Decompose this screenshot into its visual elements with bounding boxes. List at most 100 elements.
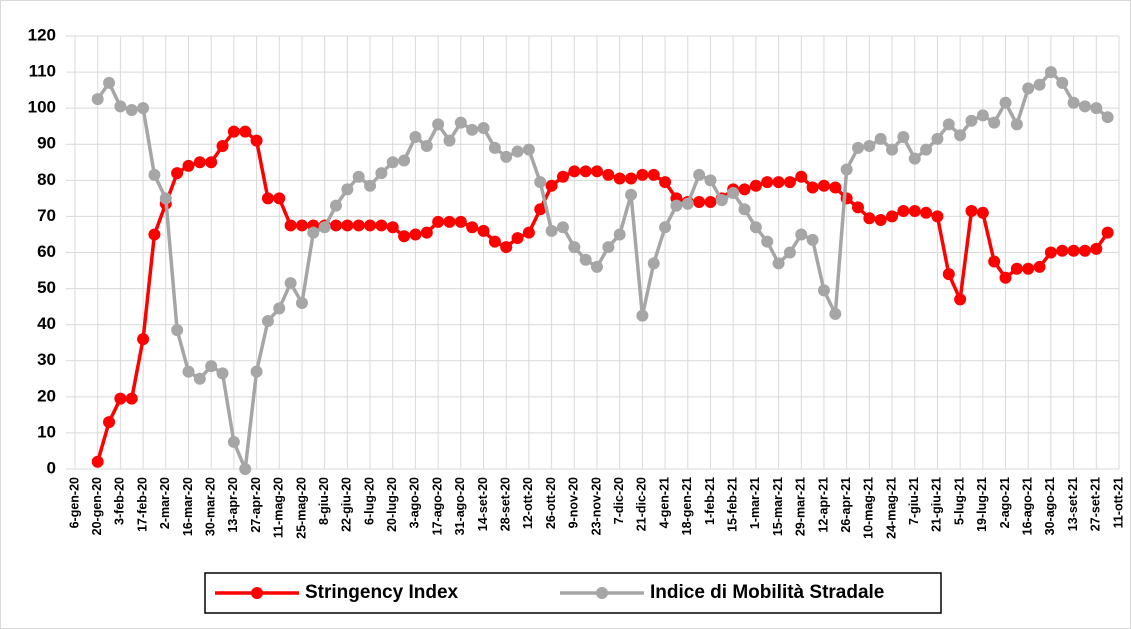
point [976, 206, 989, 219]
point [636, 309, 649, 322]
point [659, 221, 672, 234]
point [125, 103, 138, 116]
point [341, 183, 354, 196]
point [375, 219, 388, 232]
point [749, 221, 762, 234]
x-tick-label: 18-gen-21 [680, 477, 694, 535]
point [205, 360, 218, 373]
point [579, 253, 592, 266]
point [250, 365, 263, 378]
point [954, 293, 967, 306]
point [295, 297, 308, 310]
point [443, 215, 456, 228]
legend-label: Indice di Mobilità Stradale [650, 582, 884, 603]
point [330, 199, 342, 212]
point [250, 134, 263, 147]
point [999, 96, 1012, 109]
point [284, 277, 297, 290]
legend-label: Stringency Index [305, 582, 459, 603]
point [216, 367, 229, 380]
point [522, 226, 535, 239]
point [965, 205, 978, 218]
point [795, 170, 808, 183]
point [1078, 100, 1091, 113]
point [1022, 262, 1035, 275]
point [409, 228, 422, 241]
point [988, 255, 1001, 268]
point [738, 183, 751, 196]
point [749, 179, 762, 192]
point [216, 140, 229, 153]
x-tick-label: 23-nov-20 [589, 477, 603, 535]
point [931, 210, 944, 223]
point [103, 76, 116, 89]
x-tick-label: 28-set-20 [499, 477, 513, 531]
x-tick-label: 11-mag-20 [272, 477, 286, 538]
point [806, 233, 819, 246]
point [477, 224, 490, 237]
point [1044, 66, 1057, 79]
point [795, 228, 808, 241]
point [602, 168, 615, 181]
point [477, 122, 490, 135]
point [659, 176, 672, 189]
point [579, 165, 592, 178]
point [137, 333, 150, 346]
x-tick-label: 27-set-21 [1089, 477, 1103, 531]
point [613, 228, 626, 241]
y-tick-label: 120 [28, 25, 56, 44]
point [1010, 262, 1023, 275]
point [625, 172, 638, 185]
point [715, 194, 728, 207]
y-tick-label: 70 [37, 206, 56, 225]
point [466, 221, 479, 234]
point [670, 199, 683, 212]
point [273, 302, 286, 315]
x-tick-label: 17-ago-20 [430, 477, 444, 535]
x-tick-label: 16-ago-21 [1021, 477, 1035, 535]
point [908, 152, 921, 165]
y-tick-label: 110 [29, 62, 56, 81]
x-tick-label: 13-apr-20 [226, 477, 240, 533]
point [239, 463, 252, 475]
x-tick-label: 26-apr-21 [839, 477, 853, 533]
point [341, 219, 354, 232]
point [454, 215, 467, 228]
x-tick-label: 6-gen-20 [67, 477, 81, 528]
x-tick-label: 16-mar-20 [181, 477, 195, 536]
point [364, 219, 377, 232]
point [704, 174, 717, 187]
x-tick-label: 10-mag-21 [862, 477, 876, 539]
point [386, 156, 399, 169]
point [783, 246, 796, 259]
point [511, 145, 524, 158]
y-tick-label: 0 [47, 458, 56, 477]
point [103, 416, 116, 429]
y-tick-label: 90 [37, 134, 56, 153]
point [352, 219, 365, 232]
point [1067, 244, 1080, 257]
point [897, 131, 910, 144]
point [91, 93, 104, 106]
point [761, 235, 774, 248]
y-tick-label: 10 [37, 422, 56, 441]
point [976, 109, 989, 122]
point [863, 140, 876, 153]
x-tick-label: 12-ott-20 [521, 477, 535, 529]
x-tick-label: 15-mar-21 [771, 477, 785, 536]
point [318, 221, 331, 234]
point [965, 114, 978, 127]
x-tick-label: 12-apr-21 [816, 477, 830, 533]
point [942, 118, 955, 131]
point [908, 205, 921, 218]
x-tick-label: 22-giu-20 [340, 477, 354, 532]
x-tick-label: 14-set-20 [476, 477, 490, 531]
point [352, 170, 365, 183]
point [897, 205, 910, 218]
point [1056, 76, 1069, 89]
x-tick-label: 19-lug-21 [975, 477, 989, 532]
point [227, 125, 240, 138]
point [988, 116, 1001, 129]
x-tick-label: 8-giu-20 [317, 477, 331, 525]
